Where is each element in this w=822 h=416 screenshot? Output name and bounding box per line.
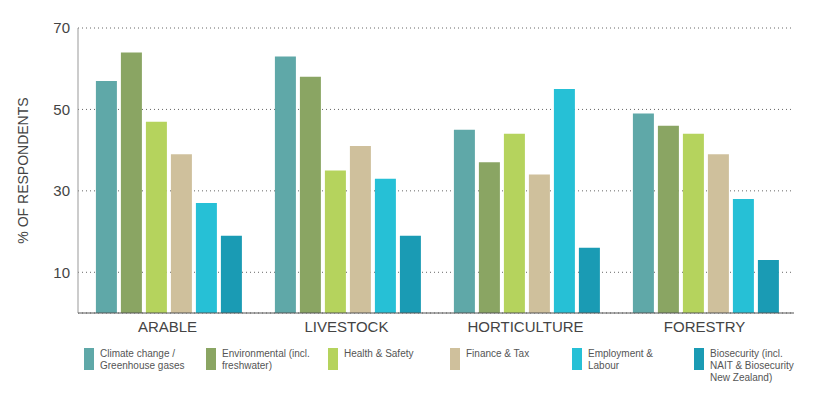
svg-text:10: 10 bbox=[53, 264, 70, 281]
html-text:Biosecurity (incl. NAIT & Bios: Biosecurity (incl. NAIT & Biosecurity Ne… bbox=[710, 348, 794, 383]
html-text:Health & Safety: Health & Safety bbox=[344, 348, 414, 359]
svg-text:30: 30 bbox=[53, 182, 70, 199]
svg-text:% OF RESPONDENTS: % OF RESPONDENTS bbox=[15, 97, 31, 243]
svg-text:FORESTRY: FORESTRY bbox=[664, 318, 745, 335]
html-text:Environmental (incl. freshwate: Environmental (incl. freshwater) bbox=[222, 348, 310, 371]
svg-text:ARABLE: ARABLE bbox=[138, 318, 197, 335]
svg-text:HORTICULTURE: HORTICULTURE bbox=[467, 318, 583, 335]
html-text:Finance & Tax: Finance & Tax bbox=[466, 348, 530, 359]
svg-text:LIVESTOCK: LIVESTOCK bbox=[305, 318, 389, 335]
svg-text:70: 70 bbox=[53, 19, 70, 36]
html-text:Climate change / Greenhouse ga: Climate change / Greenhouse gases bbox=[100, 348, 185, 371]
svg-text:50: 50 bbox=[53, 101, 70, 118]
html-text:Employment & Labour: Employment & Labour bbox=[588, 348, 653, 371]
